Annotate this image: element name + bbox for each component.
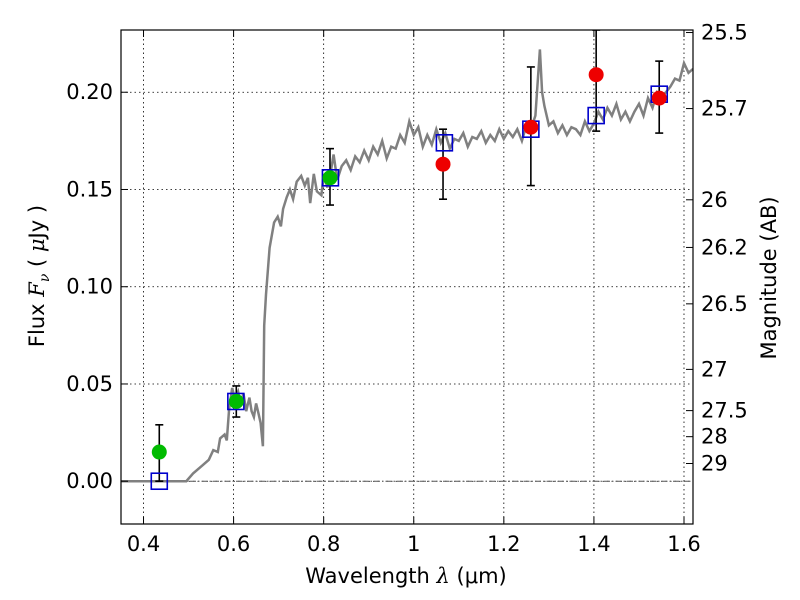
- x-tick-labels: 0.4 0.6 0.8 1 1.2 1.4 1.6: [127, 532, 701, 556]
- model-photometry-square: [587, 106, 605, 125]
- observed-photometry-point: [322, 170, 338, 186]
- y2-tick-label: 28: [701, 425, 728, 449]
- y-tick-label: 0.00: [66, 469, 113, 493]
- y-tick-label: 0.20: [66, 80, 113, 104]
- x-tick-label: 1.2: [487, 532, 520, 556]
- model-photometry-square: [435, 134, 454, 152]
- x-tick-label: 1.4: [577, 532, 610, 556]
- y2-tick-label: 27: [701, 357, 728, 381]
- y-axis-title: Flux Fν ( μJy ): [25, 205, 53, 347]
- plot-frame: [120, 29, 694, 525]
- error-bars: [155, 30, 664, 483]
- gridlines: [121, 30, 693, 524]
- ticks: [121, 30, 693, 524]
- model-spectrum-line: [121, 49, 693, 483]
- observed-photometry-point: [523, 119, 539, 135]
- observed-photometry-point: [651, 90, 667, 106]
- y-tick-label: 0.10: [66, 275, 113, 299]
- y-tick-label: 0.05: [66, 372, 113, 396]
- x-tick-label: 0.4: [127, 532, 160, 556]
- x-tick-label: 0.8: [307, 532, 340, 556]
- y2-tick-label: 29: [701, 452, 728, 476]
- observed-photometry-point: [588, 67, 604, 83]
- observed-photometry-point: [228, 393, 244, 409]
- model-photometry-square: [227, 392, 245, 411]
- observed-photometry-point: [151, 444, 167, 460]
- y2-tick-label: 27.5: [701, 399, 748, 423]
- y2-tick-labels: 25.5 25.7 26 26.2 26.5 27 27.528 29: [701, 21, 748, 476]
- y2-axis-title: Magnitude (AB): [757, 196, 781, 359]
- y2-tick-label: 26: [701, 188, 728, 212]
- observed-photometry-point: [435, 156, 451, 172]
- y2-tick-label: 26.5: [701, 292, 748, 316]
- x-axis-title: Wavelength λ (μm): [305, 564, 506, 588]
- model-photometry-square: [150, 472, 169, 491]
- y2-tick-label: 25.5: [701, 21, 748, 45]
- y2-tick-label: 26.2: [701, 235, 748, 259]
- data-layer: [121, 30, 693, 491]
- y2-tick-label: 25.7: [701, 97, 748, 121]
- y-tick-labels: 0.00 0.05 0.10 0.15 0.20: [66, 80, 113, 493]
- x-tick-label: 1: [407, 532, 420, 556]
- model-photometry-square: [321, 169, 340, 187]
- y-tick-label: 0.15: [66, 177, 113, 201]
- observed-photometry-points: [151, 67, 667, 460]
- x-tick-label: 0.6: [217, 532, 250, 556]
- model-photometry-squares: [150, 85, 669, 491]
- x-tick-label: 1.6: [667, 532, 700, 556]
